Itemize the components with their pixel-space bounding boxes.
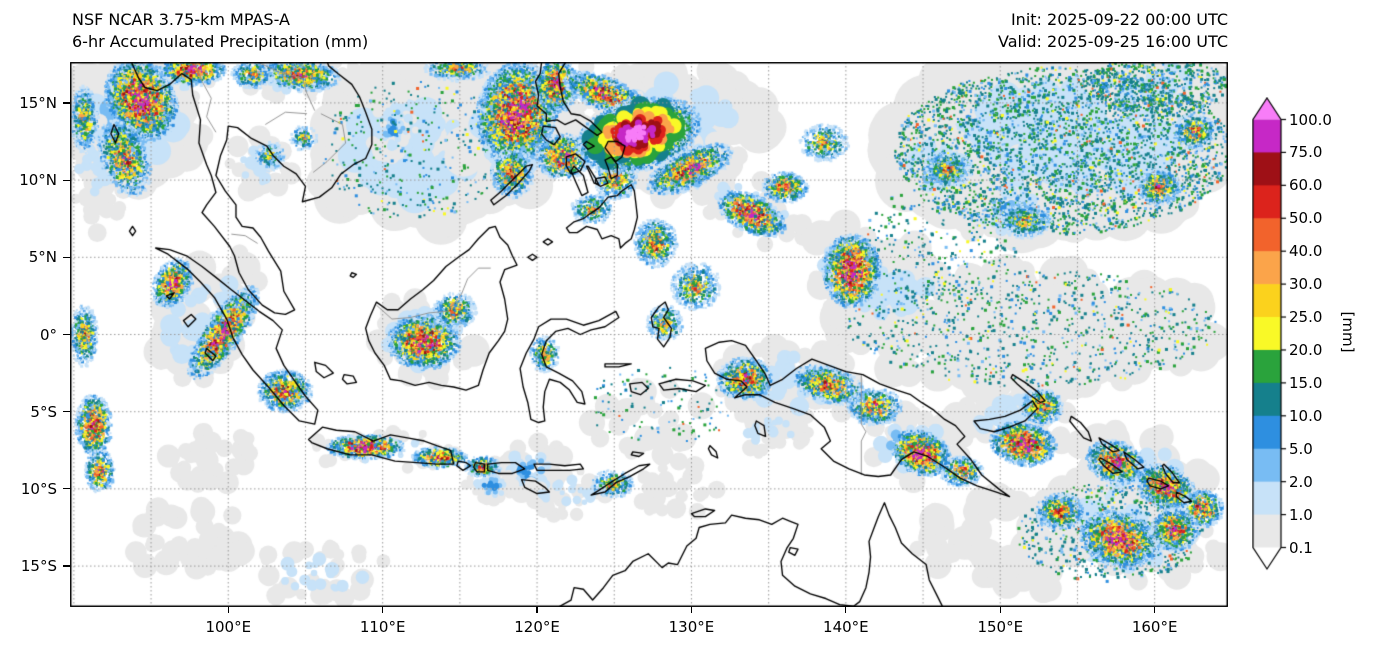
- colorbar-tick-label: 10.0: [1289, 406, 1323, 425]
- x-tick: [1154, 607, 1156, 613]
- init-time: Init: 2025-09-22 00:00 UTC: [1010, 10, 1228, 29]
- colorbar-tick-label: 25.0: [1289, 308, 1323, 327]
- colorbar-tick-label: 20.0: [1289, 340, 1323, 359]
- colorbar-tick-label: 15.0: [1289, 373, 1323, 392]
- colorbar-tick-label: 100.0: [1289, 110, 1332, 129]
- y-tick-label: 15°S: [20, 557, 57, 576]
- title-block: NSF NCAR 3.75-km MPAS-A 6-hr Accumulated…: [72, 9, 368, 53]
- x-tick-label: 150°E: [977, 618, 1024, 636]
- x-tick-label: 120°E: [514, 618, 560, 636]
- valid-time: Valid: 2025-09-25 16:00 UTC: [997, 32, 1228, 51]
- x-tick-label: 100°E: [205, 618, 252, 636]
- x-tick: [690, 607, 693, 613]
- x-tick: [227, 607, 229, 613]
- colorbar-tick-label: 50.0: [1289, 209, 1323, 228]
- colorbar-tick-label: 75.0: [1289, 143, 1323, 162]
- x-tick-label: 130°E: [668, 618, 715, 636]
- y-tick-label: 0°: [39, 325, 57, 344]
- x-tick: [999, 607, 1001, 613]
- y-tick-label: 10°S: [20, 479, 57, 498]
- y-tick: [63, 565, 70, 567]
- x-tick-label: 140°E: [823, 618, 869, 636]
- y-tick-label: 15°N: [19, 93, 57, 112]
- colorbar-tick-label: 1.0: [1289, 505, 1313, 524]
- y-tick-label: 10°N: [19, 171, 57, 190]
- colorbar: [1252, 97, 1288, 572]
- y-tick: [63, 488, 70, 490]
- colorbar-tick-label: 5.0: [1289, 439, 1313, 458]
- colorbar-tick-label: 40.0: [1289, 242, 1323, 261]
- x-tick-label: 110°E: [359, 618, 406, 636]
- x-tick: [382, 607, 384, 613]
- colorbar-units-label: [mm]: [1339, 311, 1357, 353]
- y-tick: [63, 411, 70, 413]
- y-tick: [63, 256, 70, 258]
- y-tick: [63, 333, 70, 336]
- x-tick-label: 160°E: [1131, 618, 1178, 636]
- model-title: NSF NCAR 3.75-km MPAS-A: [72, 10, 290, 29]
- colorbar-tick-label: 0.1: [1289, 538, 1313, 557]
- y-tick: [63, 102, 70, 104]
- y-tick-label: 5°N: [28, 248, 57, 267]
- x-tick: [845, 607, 847, 613]
- x-tick: [536, 607, 538, 613]
- precipitation-map-canvas: [70, 62, 1228, 607]
- y-tick-label: 5°S: [30, 402, 57, 421]
- y-tick: [63, 179, 70, 181]
- colorbar-tick-label: 2.0: [1289, 472, 1313, 491]
- colorbar-tick-label: 60.0: [1289, 176, 1323, 195]
- field-title: 6-hr Accumulated Precipitation (mm): [72, 32, 369, 51]
- time-block: Init: 2025-09-22 00:00 UTC Valid: 2025-0…: [998, 9, 1228, 53]
- colorbar-tick-label: 30.0: [1289, 275, 1323, 294]
